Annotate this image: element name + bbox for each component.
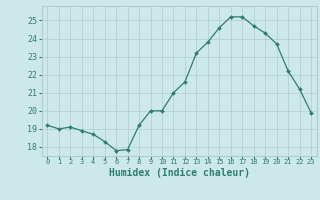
X-axis label: Humidex (Indice chaleur): Humidex (Indice chaleur): [109, 168, 250, 178]
